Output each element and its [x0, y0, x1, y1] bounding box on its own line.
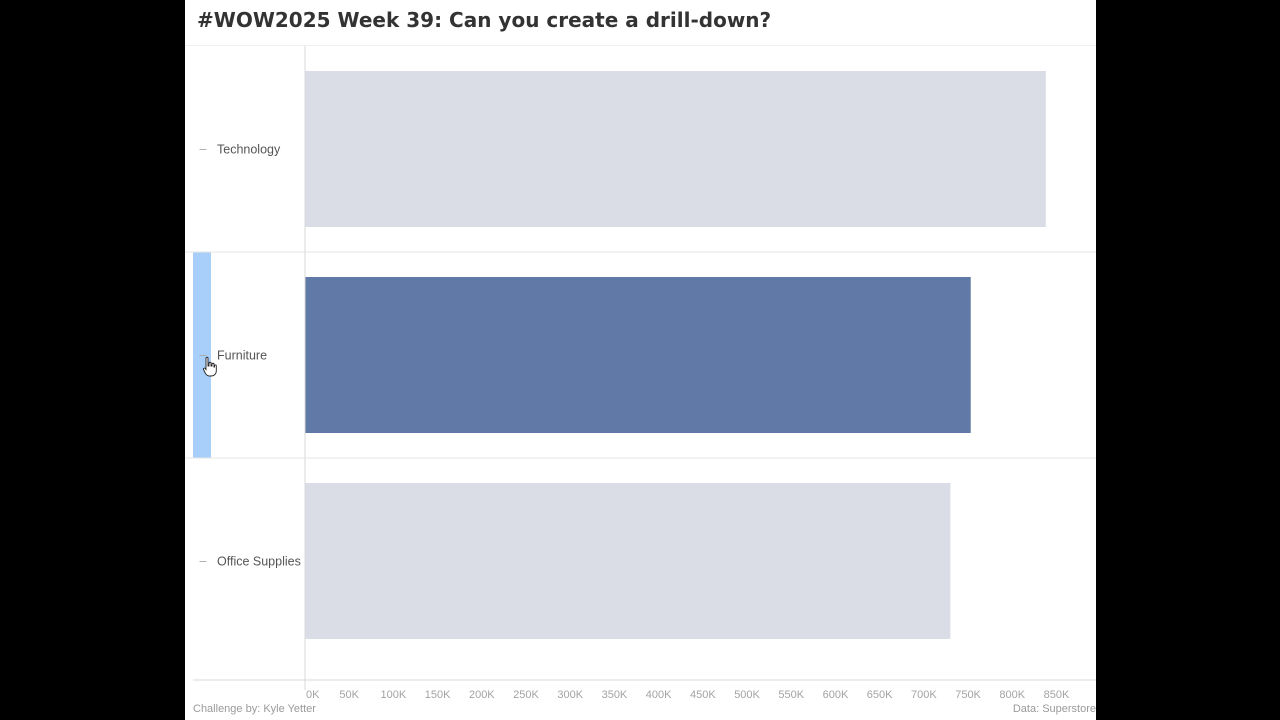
category-label-technology[interactable]: Technology [217, 143, 281, 157]
bar-technology[interactable] [305, 71, 1046, 227]
dashboard: #WOW2025 Week 39: Can you create a drill… [185, 0, 1096, 720]
footer-credit: Challenge by: Kyle Yetter [193, 703, 316, 715]
x-tick-label: 50K [339, 689, 359, 700]
x-tick-label: 300K [557, 689, 583, 700]
minus-icon[interactable]: − [198, 555, 207, 568]
x-tick-label: 600K [823, 689, 849, 700]
x-tick-label: 0K [306, 689, 320, 700]
x-tick-label: 100K [381, 689, 407, 700]
x-tick-label: 850K [1044, 689, 1070, 700]
minus-icon[interactable]: − [198, 349, 207, 362]
x-tick-label: 350K [602, 689, 628, 700]
category-label-furniture[interactable]: Furniture [217, 349, 267, 363]
category-label-office-supplies[interactable]: Office Supplies [217, 555, 301, 569]
x-tick-label: 450K [690, 689, 716, 700]
x-tick-label: 800K [999, 689, 1025, 700]
x-tick-label: 200K [469, 689, 495, 700]
x-tick-label: 550K [778, 689, 804, 700]
x-tick-label: 700K [911, 689, 937, 700]
bar-furniture[interactable] [305, 277, 971, 433]
x-tick-label: 400K [646, 689, 672, 700]
x-tick-label: 500K [734, 689, 760, 700]
footer-data-source: Data: Superstore [1012, 703, 1096, 715]
minus-icon[interactable]: − [198, 143, 207, 156]
x-tick-label: 650K [867, 689, 893, 700]
x-tick-label: 150K [425, 689, 451, 700]
x-tick-label: 750K [955, 689, 981, 700]
row-highlight [193, 252, 211, 458]
header-divider [185, 45, 1096, 46]
hand-pointer-icon [202, 356, 217, 377]
dashboard-title: #WOW2025 Week 39: Can you create a drill… [197, 8, 772, 32]
bar-office-supplies[interactable] [305, 483, 951, 639]
x-tick-label: 250K [513, 689, 539, 700]
